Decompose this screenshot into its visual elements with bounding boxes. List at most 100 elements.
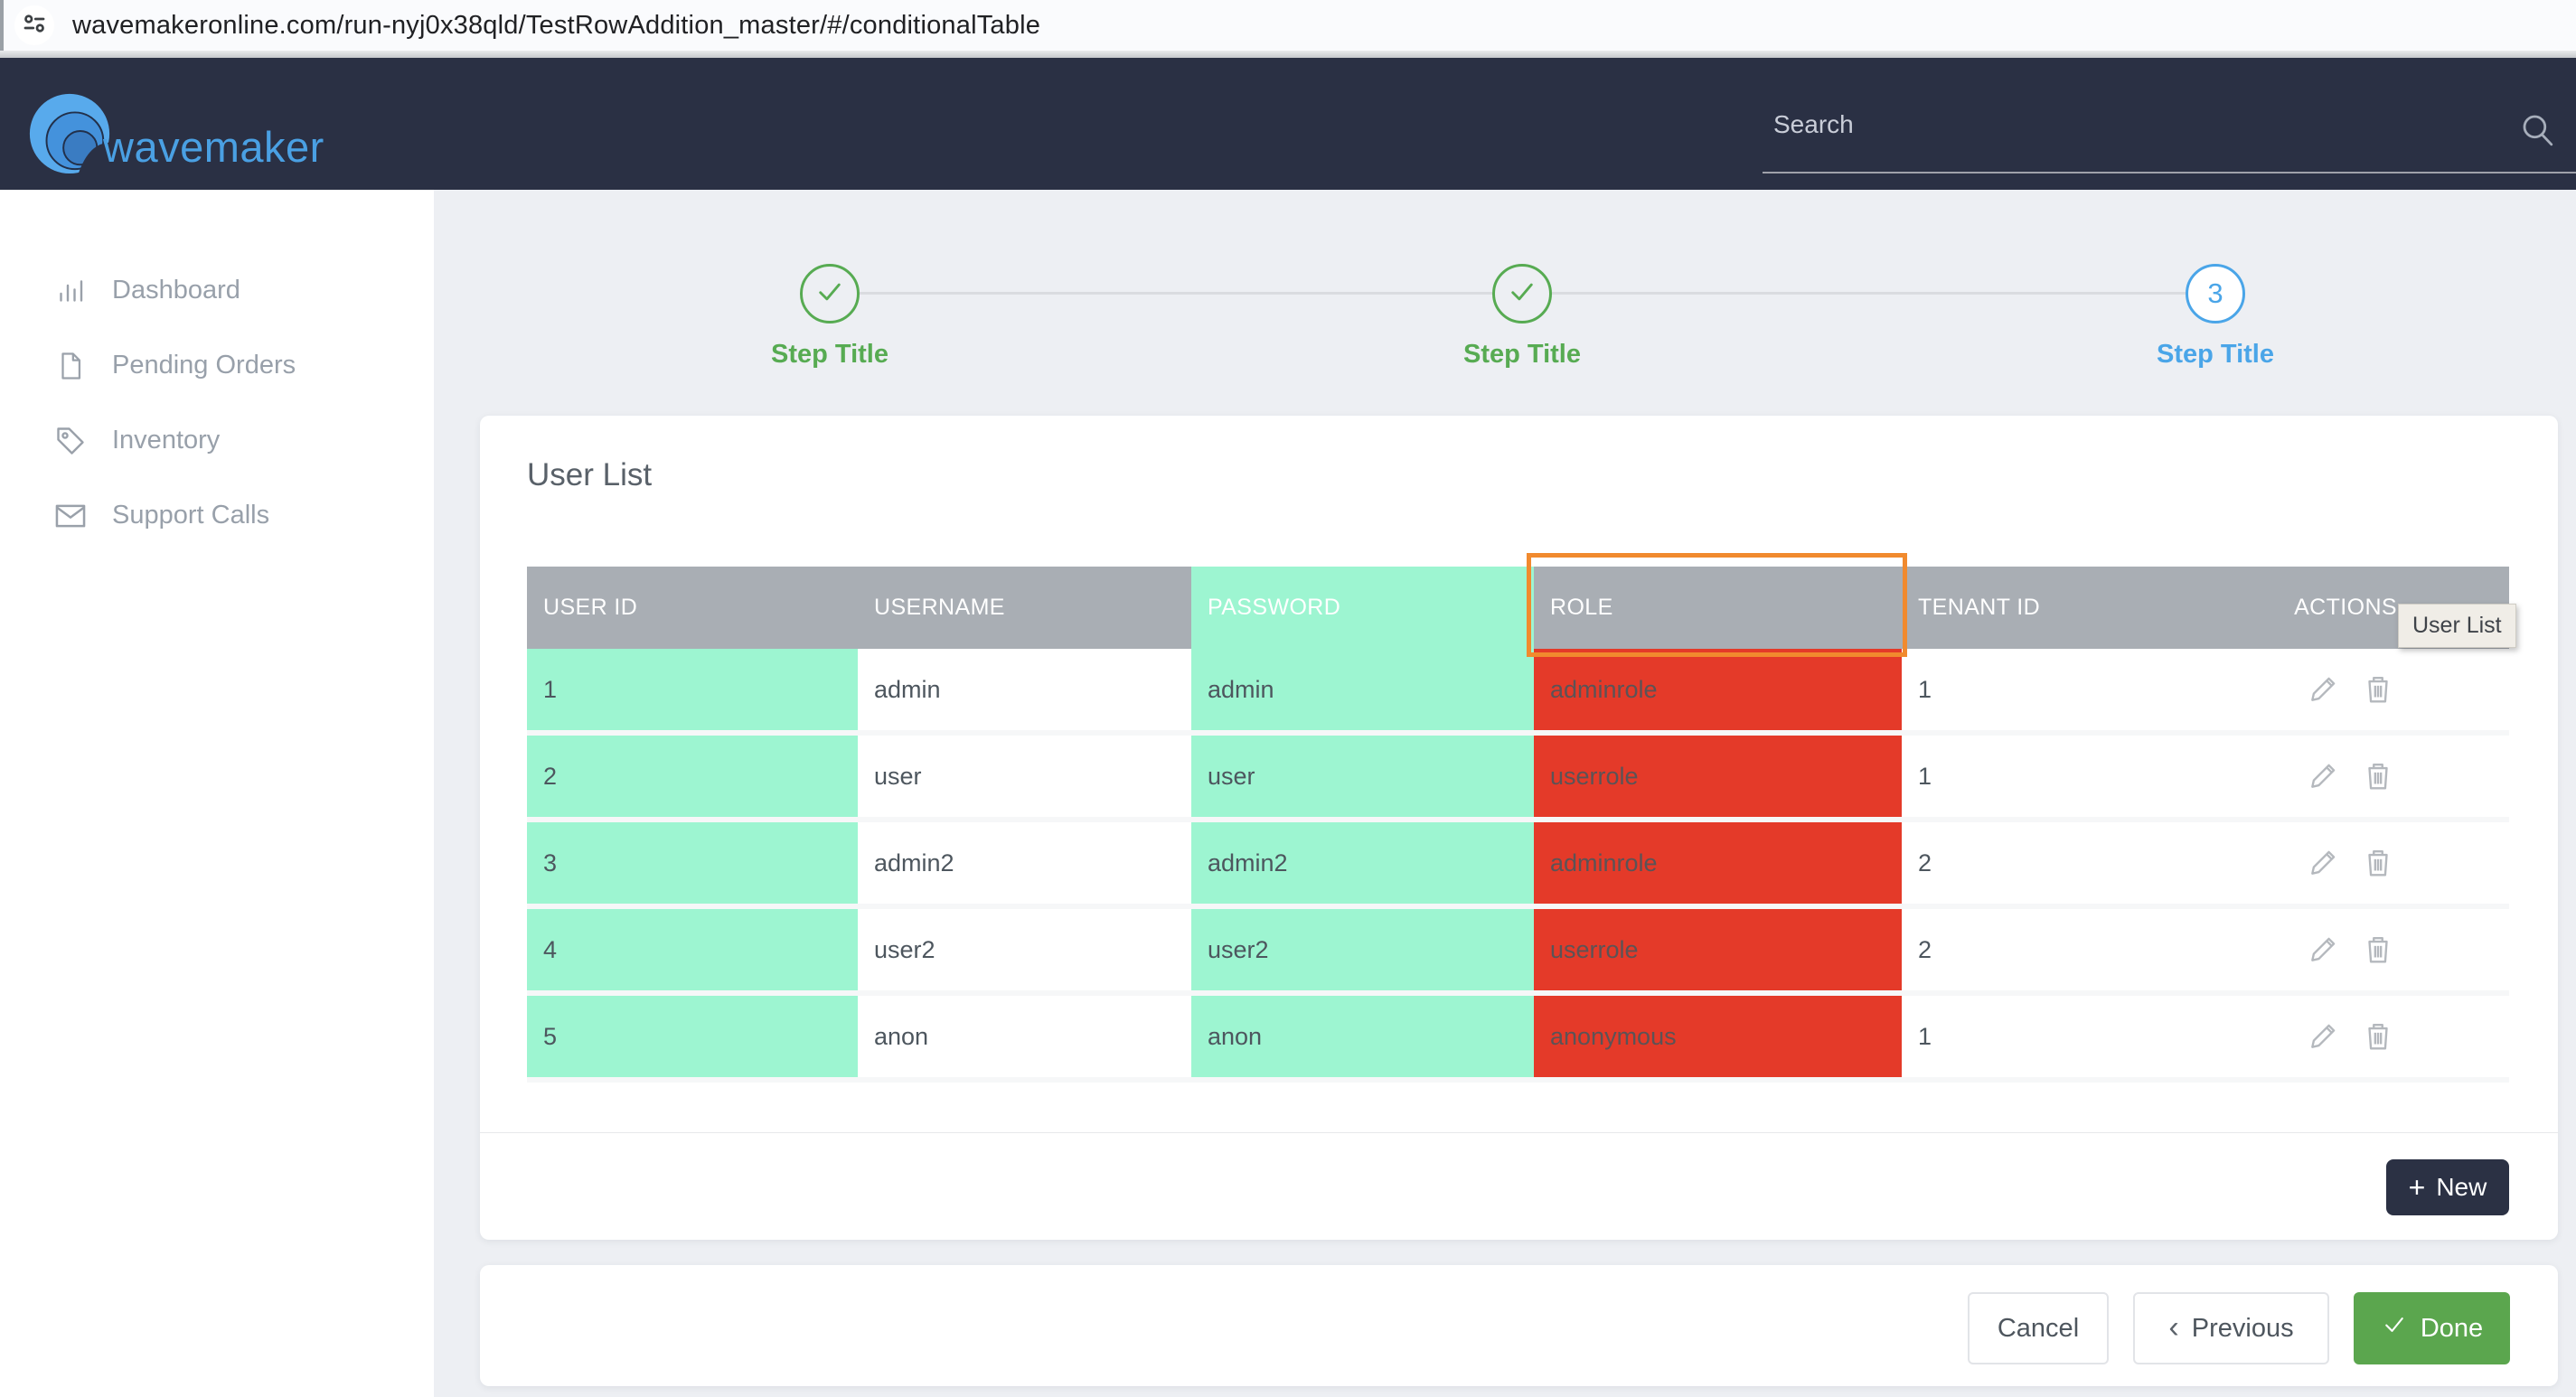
wizard-actions-bar: Cancel ‹ Previous Done <box>480 1265 2558 1386</box>
table-row[interactable]: 5 anon anon anonymous 1 <box>527 996 2509 1083</box>
col-header-tenant-id[interactable]: TENANT ID <box>1902 567 2270 649</box>
edit-row-button[interactable] <box>2307 932 2341 969</box>
delete-row-button[interactable] <box>2361 758 2395 795</box>
plus-icon: + <box>2408 1171 2426 1204</box>
check-icon <box>1505 275 1539 314</box>
previous-label: Previous <box>2191 1313 2294 1343</box>
new-row-button[interactable]: + New <box>2386 1159 2509 1215</box>
previous-button[interactable]: ‹ Previous <box>2133 1292 2329 1364</box>
browser-address-bar[interactable]: wavemakeronline.com/run-nyj0x38qld/TestR… <box>0 0 2576 51</box>
edit-row-button[interactable] <box>2307 845 2341 882</box>
cell-user-id: 2 <box>527 736 858 822</box>
cell-role: adminrole <box>1534 822 1902 909</box>
cell-user-id: 4 <box>527 909 858 996</box>
cell-username: anon <box>858 996 1191 1083</box>
panel-title: User List <box>527 457 653 492</box>
cancel-label: Cancel <box>1997 1313 2080 1343</box>
sidebar-item-inventory[interactable]: Inventory <box>0 403 434 478</box>
user-table: USER ID USERNAME PASSWORD ROLE TENANT ID… <box>527 567 2509 1083</box>
cell-tenant-id: 1 <box>1902 996 2270 1083</box>
envelope-icon <box>52 499 89 533</box>
edit-row-button[interactable] <box>2307 671 2341 708</box>
col-header-username[interactable]: USERNAME <box>858 567 1191 649</box>
step-2-circle[interactable] <box>1492 264 1552 323</box>
cell-username: admin2 <box>858 822 1191 909</box>
url-text[interactable]: wavemakeronline.com/run-nyj0x38qld/TestR… <box>72 10 1041 40</box>
bar-chart-icon <box>52 275 89 307</box>
step-3-number: 3 <box>2207 277 2223 309</box>
cell-tenant-id: 1 <box>1902 649 2270 736</box>
brand-name: wavemaker <box>103 123 324 171</box>
chevron-left-icon: ‹ <box>2168 1310 2179 1345</box>
cell-tenant-id: 1 <box>1902 736 2270 822</box>
wizard-step-3: 3 Step Title <box>2098 264 2333 370</box>
sidebar-item-dashboard[interactable]: Dashboard <box>0 253 434 328</box>
global-search <box>1763 98 2576 173</box>
pencil-icon <box>2307 1018 2341 1055</box>
done-button[interactable]: Done <box>2354 1292 2510 1364</box>
col-header-password[interactable]: PASSWORD <box>1191 567 1534 649</box>
delete-row-button[interactable] <box>2361 932 2395 969</box>
cell-actions <box>2270 909 2509 996</box>
site-settings-button[interactable] <box>14 5 54 45</box>
wavemaker-wave-icon <box>25 88 114 181</box>
search-input[interactable] <box>1763 98 2495 139</box>
pencil-icon <box>2307 932 2341 969</box>
cell-actions <box>2270 736 2509 822</box>
cell-tenant-id: 2 <box>1902 822 2270 909</box>
step-2-label: Step Title <box>1463 340 1581 369</box>
pencil-icon <box>2307 758 2341 795</box>
cell-username: user <box>858 736 1191 822</box>
wizard-step-2: Step Title <box>1405 264 1640 370</box>
trash-icon <box>2361 845 2395 882</box>
delete-row-button[interactable] <box>2361 671 2395 708</box>
table-row[interactable]: 1 admin admin adminrole 1 <box>527 649 2509 736</box>
step-3-circle[interactable]: 3 <box>2186 264 2245 323</box>
table-header-row: USER ID USERNAME PASSWORD ROLE TENANT ID… <box>527 567 2509 649</box>
cell-user-id: 1 <box>527 649 858 736</box>
cell-role: userrole <box>1534 736 1902 822</box>
trash-icon <box>2361 758 2395 795</box>
col-header-role[interactable]: ROLE <box>1534 567 1902 649</box>
sidebar-item-label: Support Calls <box>112 501 270 530</box>
sidebar-item-label: Pending Orders <box>112 351 296 380</box>
cell-role: adminrole <box>1534 649 1902 736</box>
table-row[interactable]: 3 admin2 admin2 adminrole 2 <box>527 822 2509 909</box>
cell-password: admin2 <box>1191 822 1534 909</box>
sidebar-item-label: Inventory <box>112 426 221 455</box>
search-icon[interactable] <box>2518 110 2556 153</box>
cell-username: user2 <box>858 909 1191 996</box>
step-1-circle[interactable] <box>800 264 860 323</box>
tag-icon <box>52 425 89 457</box>
document-icon <box>52 351 89 381</box>
tune-icon <box>21 10 48 42</box>
edit-row-button[interactable] <box>2307 758 2341 795</box>
sidebar-item-label: Dashboard <box>112 276 240 305</box>
cell-username: admin <box>858 649 1191 736</box>
wizard-step-1: Step Title <box>712 264 947 370</box>
cell-password: admin <box>1191 649 1534 736</box>
table-row[interactable]: 2 user user userrole 1 <box>527 736 2509 822</box>
cell-actions <box>2270 822 2509 909</box>
delete-row-button[interactable] <box>2361 1018 2395 1055</box>
new-button-label: New <box>2436 1173 2487 1201</box>
cell-actions <box>2270 649 2509 736</box>
table-row[interactable]: 4 user2 user2 userrole 2 <box>527 909 2509 996</box>
sidebar-item-pending-orders[interactable]: Pending Orders <box>0 328 434 403</box>
chrome-divider <box>0 51 2576 58</box>
app-header: wavemaker <box>0 58 2576 190</box>
table-tooltip: User List <box>2398 604 2516 648</box>
cell-role: userrole <box>1534 909 1902 996</box>
sidebar-item-support-calls[interactable]: Support Calls <box>0 478 434 553</box>
pencil-icon <box>2307 845 2341 882</box>
col-header-user-id[interactable]: USER ID <box>527 567 858 649</box>
cancel-button[interactable]: Cancel <box>1968 1292 2109 1364</box>
cell-user-id: 3 <box>527 822 858 909</box>
cell-role: anonymous <box>1534 996 1902 1083</box>
panel-footer-divider <box>480 1132 2558 1133</box>
check-icon <box>813 275 847 314</box>
step-connector <box>860 292 1492 295</box>
edit-row-button[interactable] <box>2307 1018 2341 1055</box>
cell-password: anon <box>1191 996 1534 1083</box>
delete-row-button[interactable] <box>2361 845 2395 882</box>
